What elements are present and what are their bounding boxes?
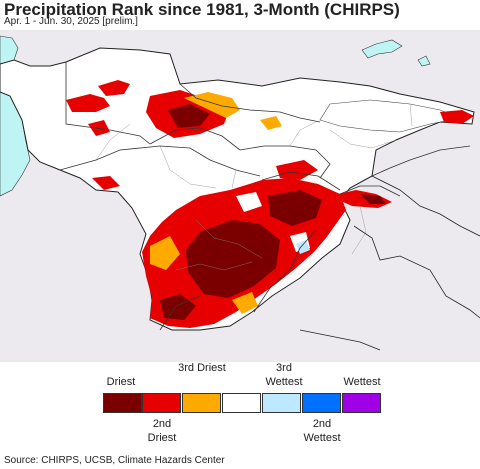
lake-small [417,55,431,67]
dry-patch-north-1 [66,94,110,112]
dry-patch-north-2 [98,80,130,96]
dry-tajik [276,160,318,180]
dry-core-3 [160,294,196,320]
dry-patch-west-1 [92,176,120,190]
legend-label-2nd-wettest: 2nd Wettest [303,418,341,444]
legend-label-2nd-driest: 2nd Driest [147,418,177,444]
normal-pocket-1 [236,192,262,212]
dry-core-1 [186,220,280,298]
legend-swatch-driest [103,393,142,413]
map-title: Precipitation Rank since 1981, 3-Month (… [4,0,400,19]
province-borders [95,103,413,271]
legend-label-wettest: Wettest [343,376,381,388]
outer-borders [299,175,480,351]
legend-label-3rd-driest: 3rd Driest [178,362,226,374]
kyrgyz-region [319,99,462,133]
dry-band-northeast-core [360,194,386,204]
legend-swatch-3rd-driest [182,393,221,413]
country-borders [59,62,471,331]
legend-swatch-3rd-wettest [262,393,301,413]
dry-patch-north-5 [88,120,110,136]
precipitation-rank-map [0,30,480,362]
wet-pocket-1 [296,240,310,254]
dry-patch-north-6 [260,116,282,130]
moderate-area-1 [150,236,180,270]
legend-swatch-2nd-wettest [302,393,341,413]
dry-east-tip [440,110,474,124]
dry-core-2 [268,190,322,226]
legend-label-driest: Driest [106,376,136,388]
legend-label-3rd-wettest: 3rd Wettest [265,362,303,388]
dry-patch-north-3-core [168,104,210,128]
legend-swatch-wettest [342,393,381,413]
source-credit: Source: CHIRPS, UCSB, Climate Hazards Ce… [4,455,225,466]
legend-swatch-2nd-driest [142,393,181,413]
map-subtitle: Apr. 1 - Jun. 30, 2025 [prelim.] [4,16,138,27]
legend-swatch-normal [222,393,261,413]
lake-balkhash [361,39,403,59]
moderate-area-2 [232,292,258,314]
